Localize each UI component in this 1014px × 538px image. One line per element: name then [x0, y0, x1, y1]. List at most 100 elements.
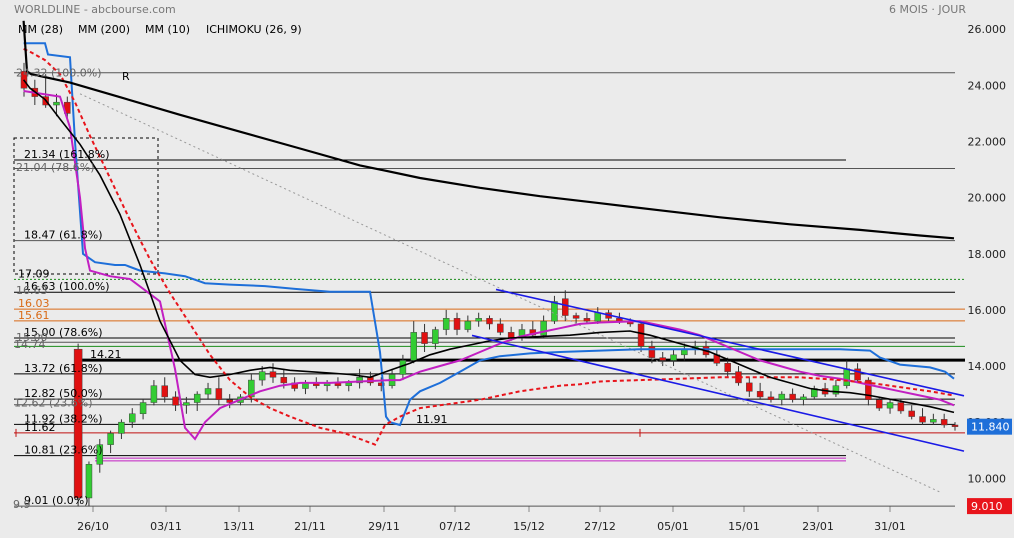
- candle-body[interactable]: [215, 388, 223, 400]
- candle-body[interactable]: [865, 379, 872, 400]
- candle-body[interactable]: [875, 399, 883, 409]
- candle-body[interactable]: [377, 382, 385, 386]
- mm200-line: [22, 20, 955, 240]
- candle-body[interactable]: [540, 320, 547, 336]
- axis-layer: 26.000 24.000 22.000 20.000 18.000 16.000 14.0…: [77, 23, 1012, 533]
- candle-body[interactable]: [399, 360, 407, 375]
- candle-body[interactable]: [258, 371, 266, 381]
- candle-body[interactable]: [464, 320, 472, 330]
- indicator-lines-layer: [22, 20, 965, 493]
- mm10-line: [22, 79, 955, 414]
- candle-body[interactable]: [161, 385, 168, 398]
- candle-body[interactable]: [659, 357, 666, 361]
- x-tick-label: 23/01: [802, 520, 834, 533]
- y-tick-label: 24.000: [968, 79, 1007, 92]
- candle-body[interactable]: [475, 318, 482, 322]
- candle-body[interactable]: [767, 396, 775, 400]
- candle-body[interactable]: [453, 318, 461, 330]
- legend: MM (28) MM (200) MM (10) ICHIMOKU (26, 9…: [18, 23, 302, 36]
- candle-body[interactable]: [919, 416, 926, 423]
- grid-layer: [92, 506, 891, 512]
- candle-body[interactable]: [226, 399, 233, 403]
- mm28-line: [23, 47, 955, 446]
- candle-body[interactable]: [778, 393, 786, 400]
- x-tick-label: 03/11: [150, 520, 182, 533]
- candle-body[interactable]: [843, 368, 850, 386]
- legend-item-mm200[interactable]: MM (200): [78, 23, 130, 36]
- overlay-label: 21.04 (78.6%): [16, 161, 95, 174]
- candle-body[interactable]: [756, 391, 764, 398]
- candle-body[interactable]: [897, 402, 905, 412]
- candle-body[interactable]: [486, 318, 493, 325]
- candle-body[interactable]: [832, 385, 840, 395]
- x-tick-label: 05/01: [657, 520, 689, 533]
- candle-body[interactable]: [583, 318, 591, 322]
- overlay-label: 12.62 (23.6%): [14, 397, 93, 410]
- y-tick-label: 18.000: [968, 248, 1007, 261]
- candle-body[interactable]: [562, 298, 569, 316]
- level-label: 17.09: [18, 267, 50, 280]
- candle-body[interactable]: [345, 382, 353, 386]
- candle-body[interactable]: [951, 424, 959, 427]
- candle-body[interactable]: [96, 444, 104, 465]
- candle-body[interactable]: [572, 315, 580, 319]
- candle-body[interactable]: [854, 368, 861, 381]
- candle-body[interactable]: [637, 323, 645, 347]
- fibonacci-extension-box: [13, 137, 159, 275]
- candle-body[interactable]: [908, 410, 915, 417]
- candle-body[interactable]: [410, 332, 417, 361]
- candle-body[interactable]: [800, 396, 807, 400]
- candle-body[interactable]: [204, 388, 212, 395]
- channel-upper-line: [495, 288, 965, 397]
- candle-body[interactable]: [73, 348, 83, 499]
- candle-body[interactable]: [551, 301, 558, 322]
- overlay-label: 11.91: [416, 413, 448, 426]
- candle-body[interactable]: [421, 332, 428, 344]
- candle-body[interactable]: [670, 354, 677, 361]
- candle-body[interactable]: [85, 464, 93, 499]
- candle-body[interactable]: [280, 377, 288, 384]
- candle-body[interactable]: [724, 362, 731, 372]
- level-label: 16.63 (100.0%): [24, 280, 110, 293]
- x-tick-label: 15/01: [728, 520, 760, 533]
- candle-body[interactable]: [789, 393, 796, 400]
- candle-body[interactable]: [930, 419, 937, 423]
- candle-body[interactable]: [150, 385, 158, 403]
- y-tick-label: 14.000: [968, 360, 1007, 373]
- candle-body[interactable]: [269, 371, 277, 378]
- levels-layer: [14, 72, 965, 507]
- overlay-label: 14.74: [14, 338, 46, 351]
- candle-body[interactable]: [107, 433, 114, 445]
- candle-body[interactable]: [432, 329, 439, 344]
- candle-body[interactable]: [172, 396, 179, 406]
- legend-item-ichimoku[interactable]: ICHIMOKU (26, 9): [206, 23, 302, 36]
- candle-body[interactable]: [53, 101, 60, 106]
- y-tick-label: 22.000: [968, 136, 1007, 149]
- candle-body[interactable]: [183, 402, 190, 406]
- x-tick-label: 21/11: [294, 520, 326, 533]
- level-label: 18.47 (61.8%): [24, 229, 103, 242]
- candle-body[interactable]: [886, 402, 894, 409]
- symbol-title: WORLDLINE - abcbourse.com: [14, 3, 176, 16]
- candle-body[interactable]: [497, 323, 504, 333]
- candle-body[interactable]: [139, 402, 147, 415]
- candle-body[interactable]: [356, 377, 363, 384]
- candle-body[interactable]: [746, 382, 753, 392]
- level-label: 12.82 (50.0%): [24, 387, 103, 400]
- candle-body[interactable]: [118, 421, 125, 434]
- x-tick-label: 13/11: [223, 520, 255, 533]
- candle-body[interactable]: [594, 312, 602, 322]
- candle-body[interactable]: [648, 346, 656, 358]
- legend-item-mm10[interactable]: MM (10): [145, 23, 190, 36]
- legend-item-mm28[interactable]: MM (28): [18, 23, 63, 36]
- candles-layer: [20, 62, 959, 507]
- y-tick-label: 26.000: [968, 23, 1007, 36]
- x-tick-label: 31/01: [874, 520, 906, 533]
- overlay-label: 9.9: [13, 498, 31, 511]
- candle-body[interactable]: [193, 393, 201, 403]
- candle-body[interactable]: [442, 318, 450, 330]
- low-price-badge-bg: [967, 498, 1012, 515]
- candle-body[interactable]: [940, 419, 948, 426]
- candle-body[interactable]: [129, 413, 136, 423]
